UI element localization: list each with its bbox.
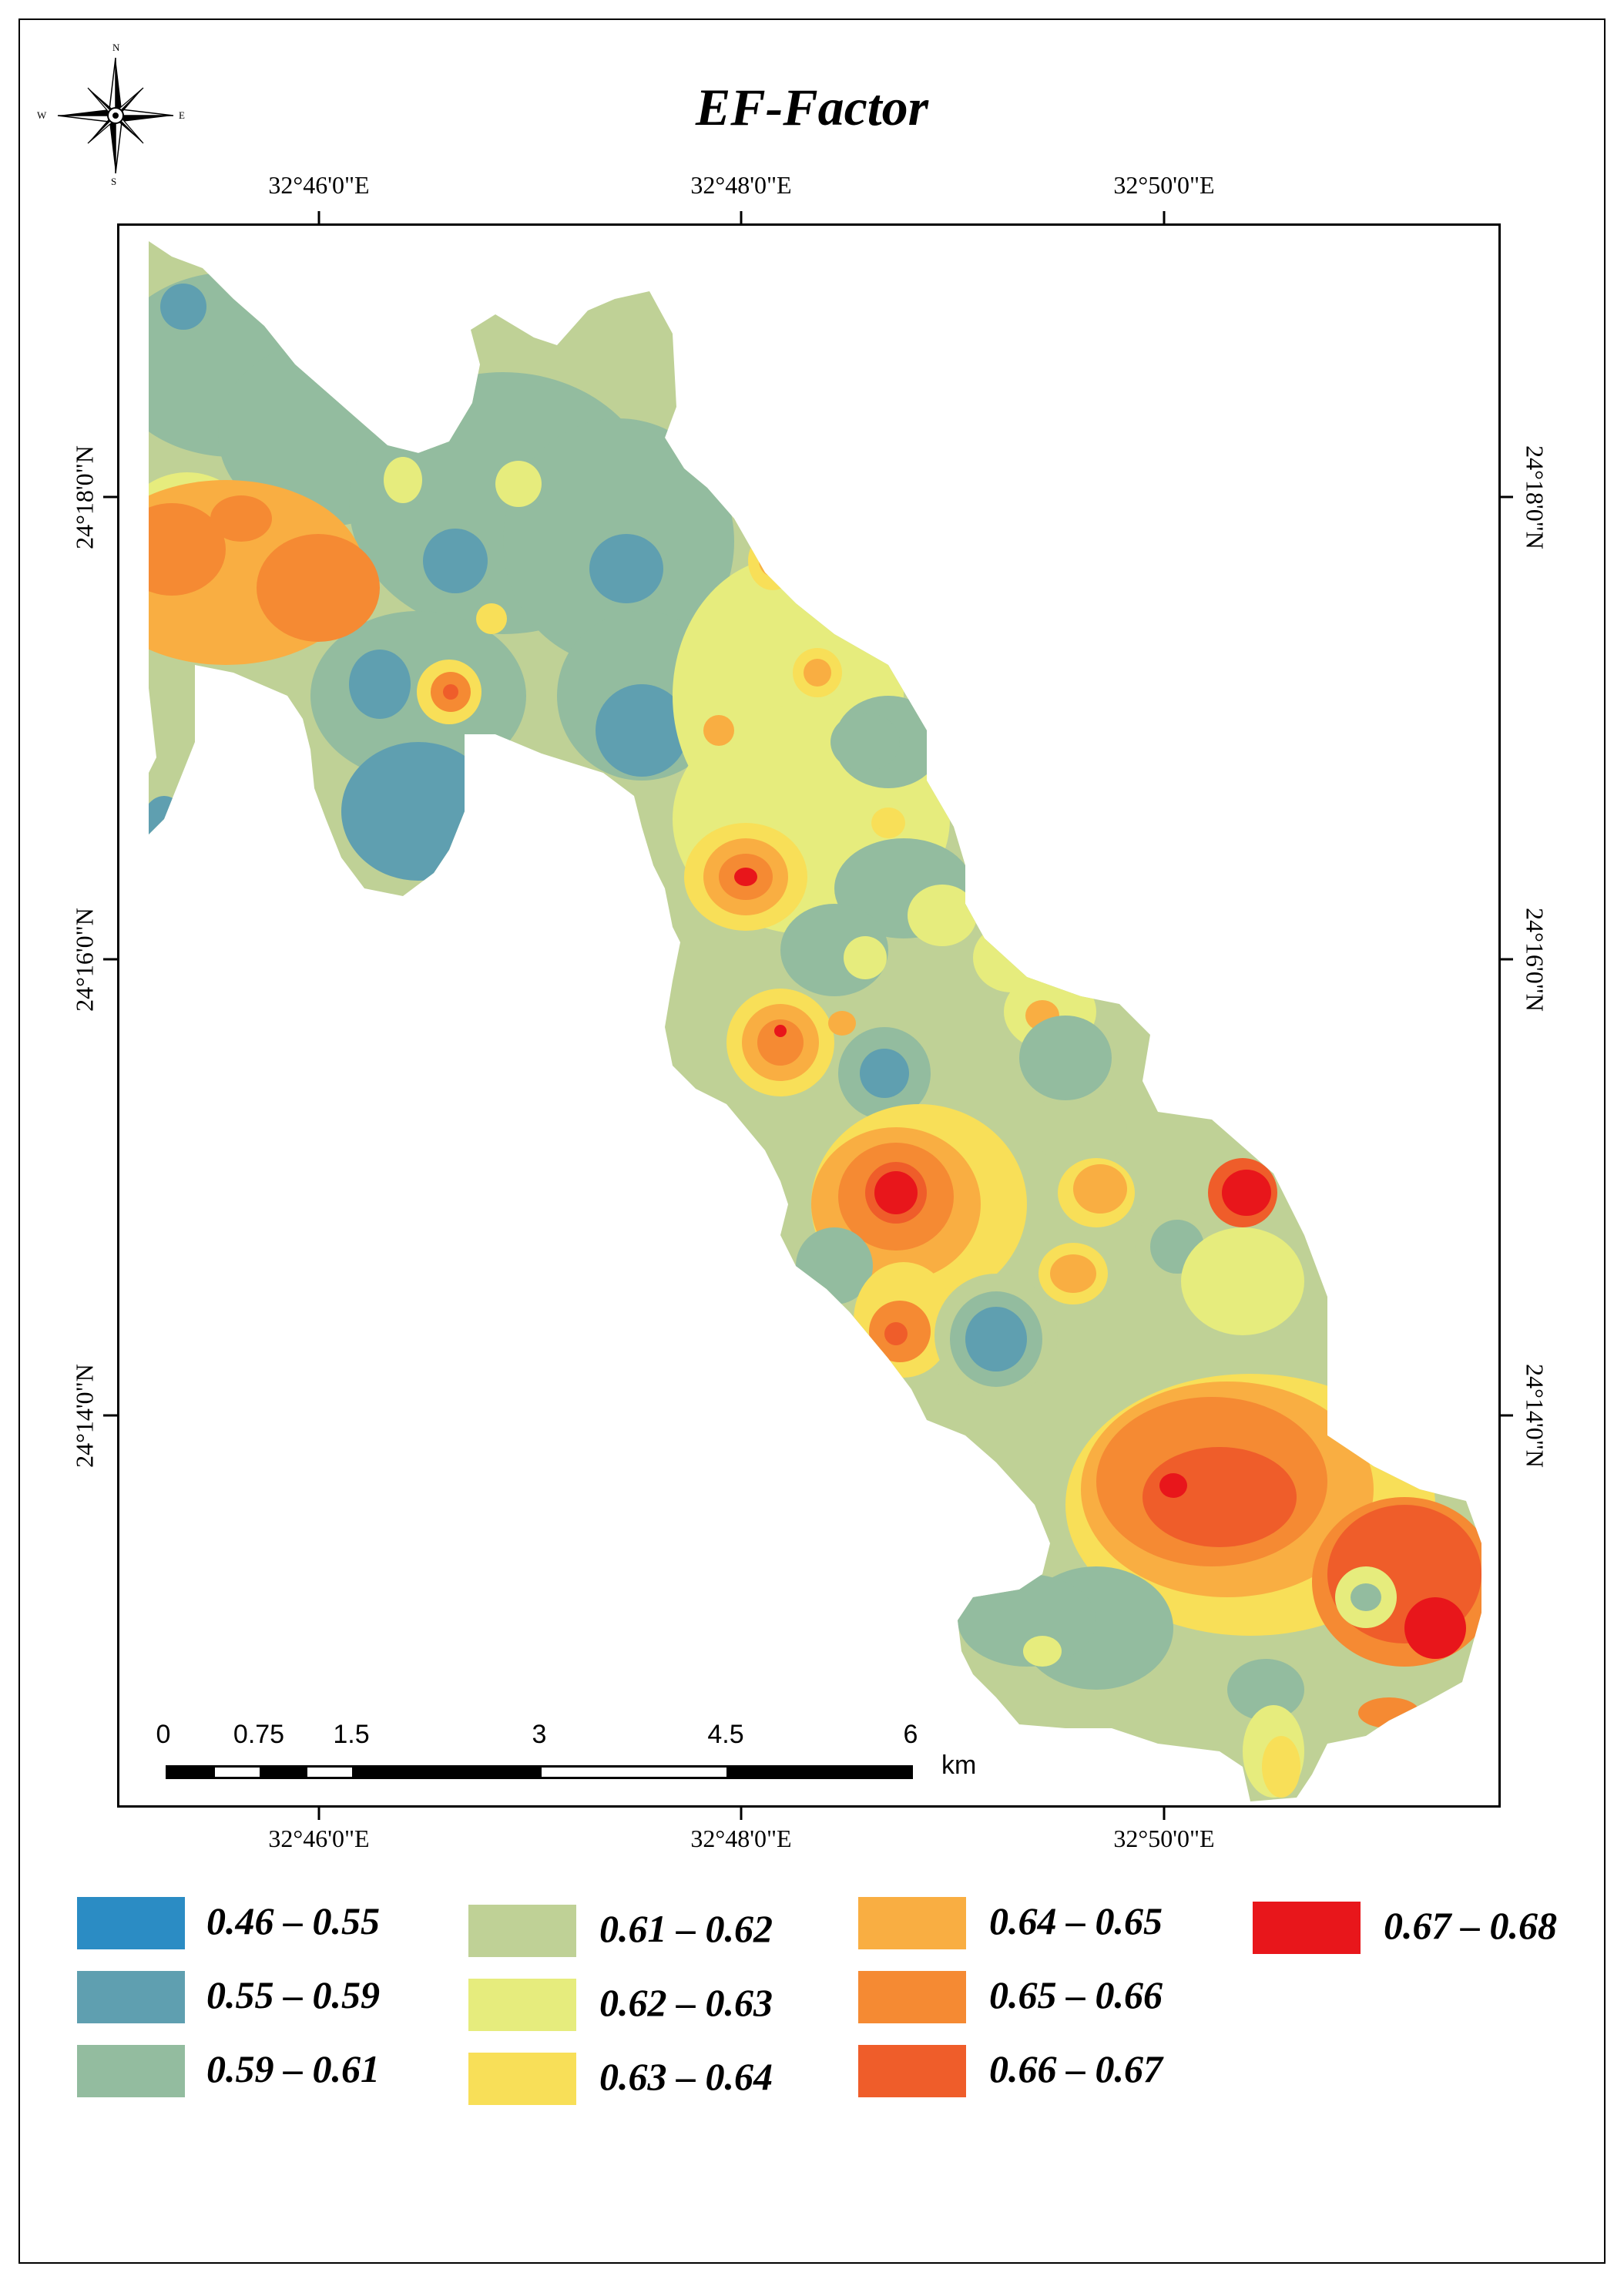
legend-label: 0.66 – 0.67 bbox=[989, 2047, 1163, 2090]
lon-label-top-3: 32°50'0"E bbox=[1113, 171, 1215, 199]
scale-bar bbox=[166, 1765, 913, 1779]
legend-label: 0.46 – 0.55 bbox=[206, 1899, 380, 1942]
legend-swatch bbox=[77, 2045, 185, 2097]
legend-swatch bbox=[858, 1897, 966, 1949]
lon-label-top-1: 32°46'0"E bbox=[268, 171, 370, 199]
legend-swatch bbox=[77, 1897, 185, 1949]
legend-label: 0.64 – 0.65 bbox=[989, 1899, 1163, 1942]
scale-label-0-75: 0.75 bbox=[233, 1720, 285, 1749]
north-arrow-compass-rose-icon: N S E W bbox=[37, 42, 185, 185]
legend-swatch bbox=[468, 2053, 576, 2105]
legend-swatch bbox=[858, 2045, 966, 2097]
ef-factor-raster-map bbox=[149, 241, 1481, 1801]
lon-label-top-2: 32°48'0"E bbox=[690, 171, 792, 199]
scale-unit-label: km bbox=[941, 1751, 977, 1780]
scale-label-6: 6 bbox=[903, 1720, 918, 1749]
compass-s-label: S bbox=[111, 176, 116, 185]
scale-label-4-5: 4.5 bbox=[707, 1720, 744, 1749]
legend-swatch bbox=[468, 1979, 576, 2031]
scale-label-3: 3 bbox=[532, 1720, 547, 1749]
compass-e-label: E bbox=[179, 109, 185, 121]
legend-label: 0.55 – 0.59 bbox=[206, 1973, 380, 2016]
page-border bbox=[18, 18, 1606, 2264]
legend-swatch bbox=[1253, 1902, 1361, 1954]
legend-label: 0.67 – 0.68 bbox=[1384, 1904, 1557, 1947]
lon-label-bottom-1: 32°46'0"E bbox=[268, 1825, 370, 1852]
legend-swatch bbox=[77, 1971, 185, 2023]
legend-label: 0.63 – 0.64 bbox=[599, 2055, 773, 2098]
lon-label-bottom-2: 32°48'0"E bbox=[690, 1825, 792, 1852]
scale-label-0: 0 bbox=[156, 1720, 171, 1749]
legend-label: 0.61 – 0.62 bbox=[599, 1907, 773, 1950]
scale-label-1-5: 1.5 bbox=[333, 1720, 370, 1749]
legend-swatch bbox=[858, 1971, 966, 2023]
map-title: EF-Factor bbox=[695, 78, 929, 136]
legend-swatch bbox=[468, 1905, 576, 1957]
map-frame bbox=[117, 223, 1501, 1808]
legend-label: 0.62 – 0.63 bbox=[599, 1981, 773, 2024]
legend-label: 0.59 – 0.61 bbox=[206, 2047, 380, 2090]
lon-label-bottom-3: 32°50'0"E bbox=[1113, 1825, 1215, 1852]
compass-w-label: W bbox=[37, 109, 47, 121]
compass-n-label: N bbox=[112, 42, 120, 53]
legend-label: 0.65 – 0.66 bbox=[989, 1973, 1163, 2016]
